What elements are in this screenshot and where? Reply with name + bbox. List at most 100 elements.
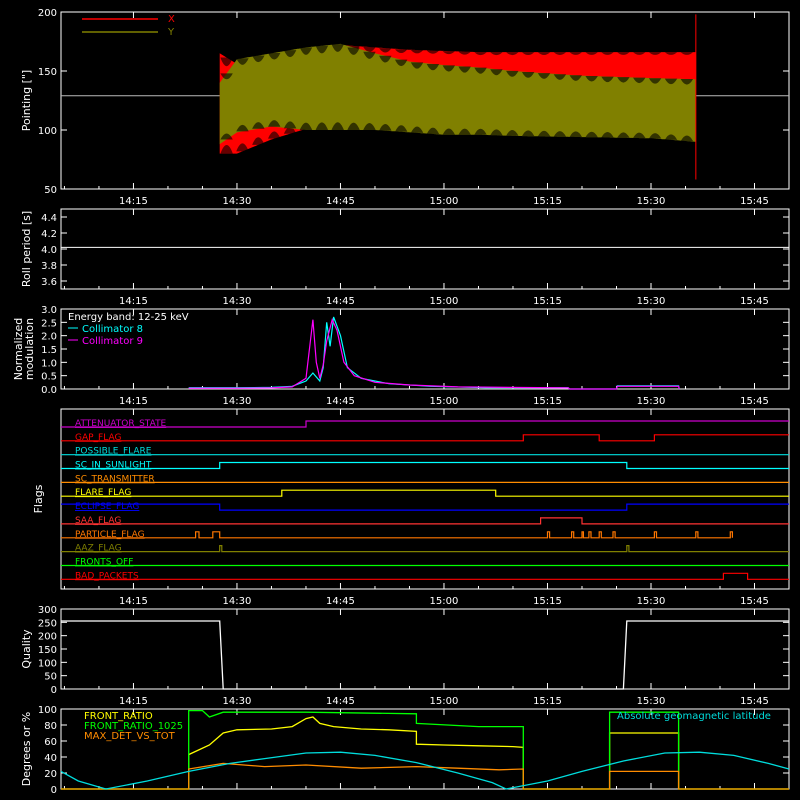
flag-label-gap-flag: GAP_FLAG (75, 433, 121, 443)
pointing-oscillation (236, 58, 249, 65)
pointing-oscillation (363, 51, 376, 59)
modulation-xtick-label: 14:15 (119, 396, 148, 407)
quality-ylabel: Quality (20, 629, 33, 669)
quality-ytick-label: 150 (38, 645, 57, 656)
modulation-ylabel-line: Normalized (12, 318, 25, 380)
pointing-oscillation (537, 52, 551, 55)
roll-xtick-label: 15:30 (637, 296, 666, 307)
flags-xtick-label: 14:30 (223, 596, 252, 607)
pointing-oscillation (664, 78, 678, 85)
pointing-oscillation (458, 128, 471, 135)
pointing-oscillation (569, 52, 582, 55)
flag-line-gap-flag (61, 434, 789, 442)
flags-xtick-label: 15:45 (740, 596, 769, 607)
pointing-oscillation (299, 122, 313, 130)
pointing-oscillation (569, 75, 582, 81)
pointing-oscillation (426, 127, 440, 134)
pointing-oscillation (315, 45, 329, 54)
pointing-oscillation (553, 52, 567, 55)
pointing-oscillation (648, 78, 662, 84)
front-ytick-label: 60 (44, 737, 57, 748)
flag-label-saa-flag: SAA_FLAG (75, 516, 121, 526)
pointing-oscillation (220, 57, 233, 67)
pointing-oscillation (252, 55, 265, 63)
flag-line-attenuator-state (61, 420, 789, 428)
modulation-xtick-label: 15:00 (430, 396, 459, 407)
pointing-oscillation (252, 122, 265, 129)
pointing-oscillation (379, 55, 392, 63)
flag-label-bad-packets: BAD_PACKETS (75, 571, 139, 581)
modulation-ytick-label: 2.5 (41, 318, 57, 329)
quality-ytick-label: 200 (38, 632, 57, 643)
modulation-ytick-label: 1.5 (41, 345, 57, 356)
modulation-xtick-label: 15:30 (637, 396, 666, 407)
pointing-oscillation (379, 48, 392, 53)
pointing-oscillation (315, 122, 329, 130)
roll-frame (60, 208, 790, 290)
pointing-oscillation (268, 52, 281, 60)
quality-ytick-label: 100 (38, 658, 57, 669)
flag-label-fronts-off: FRONTS_OFF (75, 557, 133, 567)
pointing-oscillation (680, 79, 694, 85)
pointing-xtick-label: 14:45 (326, 196, 355, 207)
pointing-xtick-label: 15:45 (740, 196, 769, 207)
pointing-series-Y (219, 43, 696, 145)
pointing-oscillation (347, 122, 360, 130)
pointing-oscillation (474, 52, 487, 56)
flag-line-particle-flag (61, 531, 733, 539)
front-ytick-label: 20 (44, 769, 57, 780)
pointing-oscillation (394, 49, 408, 54)
flag-label-sc-transmitter: SC_TRANSMITTER (75, 474, 155, 484)
modulation-series-2 (188, 317, 680, 390)
roll-ylabel: Roll period [s] (20, 211, 33, 287)
roll-ytick-label: 4.2 (41, 229, 57, 240)
pointing-oscillation (537, 130, 551, 137)
pointing-oscillation (220, 133, 233, 140)
pointing-oscillation (458, 51, 471, 55)
flags-ylabel: Flags (32, 484, 45, 513)
modulation-ytick-label: 0.0 (41, 385, 57, 396)
pointing-ylabel: Pointing ["] (20, 70, 33, 131)
roll-xtick-label: 15:15 (533, 296, 562, 307)
pointing-oscillation (236, 124, 249, 132)
pointing-oscillation (426, 50, 440, 54)
modulation-xtick-label: 15:15 (533, 396, 562, 407)
pointing-oscillation (220, 73, 233, 80)
front-ytick-label: 80 (44, 721, 57, 732)
front-legend-label: Absolute geomagnetic latitude (617, 711, 771, 722)
modulation-xtick-label: 15:45 (740, 396, 769, 407)
pointing-oscillation (331, 44, 344, 52)
roll-xtick-label: 14:30 (223, 296, 252, 307)
quality-series-line (61, 620, 789, 690)
flag-line-saa-flag (61, 517, 789, 525)
pointing-oscillation (506, 130, 519, 136)
flags-xtick-label: 15:30 (637, 596, 666, 607)
front-series-front-ratio-1025 (61, 709, 789, 790)
pointing-oscillation (474, 128, 487, 135)
legend-label-Y: Y (167, 27, 175, 38)
front-frame (60, 708, 790, 790)
pointing-oscillation (442, 51, 456, 55)
flag-line-aaz-flag (61, 545, 789, 553)
pointing-ytick-label: 50 (44, 185, 57, 196)
flag-line-sc-in-sunlight (61, 461, 789, 470)
pointing-oscillation (664, 52, 678, 55)
pointing-oscillation (633, 52, 646, 55)
roll-ytick-label: 3.8 (41, 261, 57, 272)
flag-label-attenuator-state: ATTENUATOR_STATE (75, 419, 167, 429)
pointing-oscillation (490, 69, 503, 76)
pointing-oscillation (474, 67, 487, 74)
flag-label-aaz-flag: AAZ_FLAG (75, 544, 122, 554)
modulation-ytick-label: 3.0 (41, 305, 57, 316)
pointing-oscillation (410, 62, 424, 69)
pointing-oscillation (601, 132, 614, 138)
flags-frame (60, 408, 790, 590)
pointing-oscillation (363, 122, 376, 130)
pointing-oscillation (585, 52, 598, 55)
pointing-oscillation (490, 129, 503, 136)
pointing-oscillation (426, 63, 440, 71)
modulation-legend-label: Collimator 9 (82, 336, 143, 347)
pointing-oscillation (410, 50, 424, 54)
flag-label-flare-flag: FLARE_FLAG (75, 488, 131, 498)
